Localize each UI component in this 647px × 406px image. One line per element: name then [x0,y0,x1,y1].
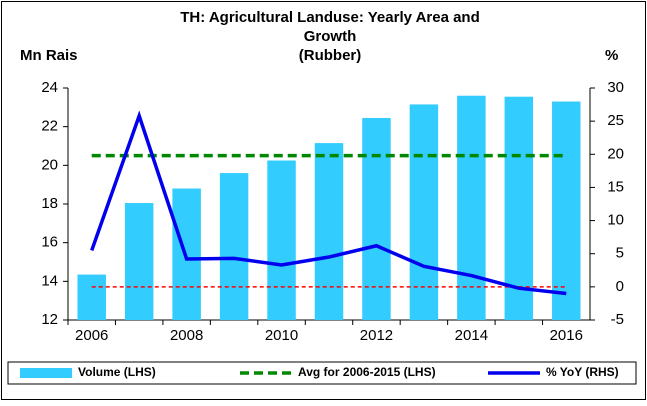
x-tick-label: 2006 [75,327,108,344]
y-tick-label: 22 [41,118,58,135]
legend-label: % YoY (RHS) [546,365,619,379]
legend-swatch [20,368,72,378]
y2-tick-label: 15 [607,178,624,195]
x-tick-label: 2014 [455,327,488,344]
x-tick-label: 2008 [170,327,203,344]
bar [362,117,391,320]
y2-tick-label: -5 [611,311,624,328]
y2-axis-label: % [605,47,618,64]
chart-title: Growth [304,28,357,45]
y-tick-label: 24 [41,79,58,96]
y2-tick-label: 20 [607,145,624,162]
y-tick-label: 12 [41,311,58,328]
y2-tick-label: 30 [607,79,624,96]
bar [314,143,344,320]
bar [504,96,534,320]
bar [219,173,249,320]
bar [267,160,296,320]
y2-tick-label: 10 [607,212,624,229]
y-tick-label: 16 [41,234,58,251]
chart-title: TH: Agricultural Landuse: Yearly Area an… [180,9,480,26]
y-tick-label: 18 [41,195,58,212]
legend-label: Volume (LHS) [78,365,156,379]
y-tick-label: 20 [41,156,58,173]
legend-label: Avg for 2006-2015 (LHS) [298,365,436,379]
x-tick-label: 2016 [550,327,583,344]
y2-tick-label: 0 [616,278,624,295]
legend-box [7,361,637,385]
y2-tick-label: 5 [616,245,624,262]
bar [124,203,154,320]
chart-title: (Rubber) [299,47,362,64]
bar [409,104,439,320]
x-tick-label: 2010 [265,327,298,344]
y-tick-label: 14 [41,272,58,289]
bar [552,101,581,321]
y2-tick-label: 25 [607,112,624,129]
x-tick-label: 2012 [360,327,393,344]
y-axis-label: Mn Rais [20,47,78,64]
line-series [90,110,567,296]
bar [457,95,486,320]
bar [77,274,106,320]
